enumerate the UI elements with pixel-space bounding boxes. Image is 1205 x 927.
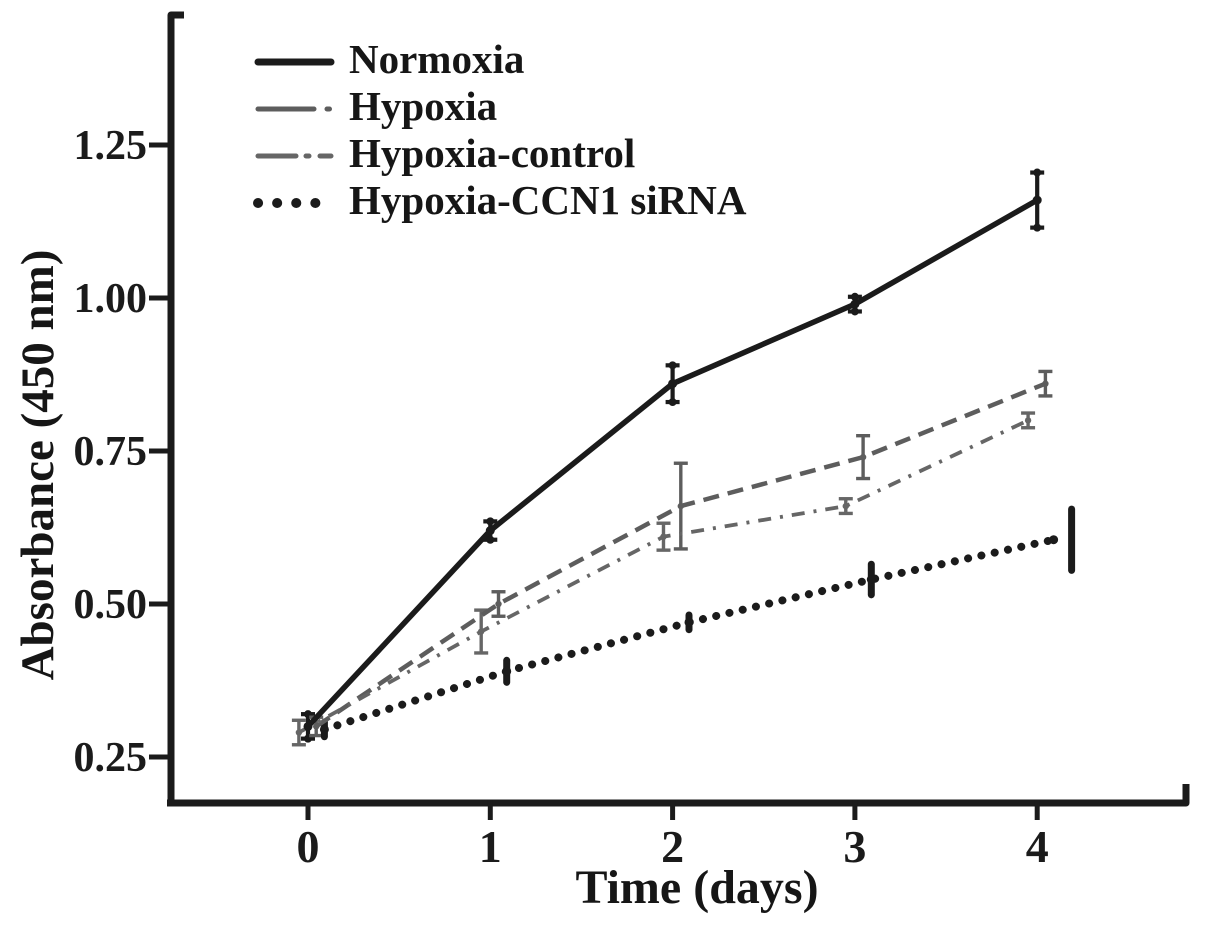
legend-item-hypoxia-ccn1-sirna: Hypoxia-CCN1 siRNA [253, 179, 747, 226]
y-axis-line [167, 11, 184, 805]
x-tick-label: 1 [479, 821, 502, 872]
data-point [485, 526, 495, 536]
x-axis-title: Time (days) [575, 861, 819, 914]
y-tick-label: 1.00 [74, 276, 148, 322]
series-line-hypoxia [314, 381, 1047, 729]
data-point [660, 533, 667, 540]
error-bar-end-dot [668, 398, 677, 407]
series-line-hypoxia-ccn1-sirna [320, 535, 1058, 734]
data-point [1032, 195, 1042, 205]
data-point [866, 575, 876, 585]
y-tick-label: 1.25 [74, 123, 148, 169]
x-tick-label: 0 [297, 821, 320, 872]
series-line-normoxia [305, 197, 1040, 730]
legend-label: Hypoxia-CCN1 siRNA [349, 177, 747, 223]
legend-label: Normoxia [349, 36, 525, 82]
error-bar-end-dot [486, 535, 495, 544]
series-line-hypoxia-control [297, 418, 1029, 735]
x-tick-label: 4 [1026, 821, 1049, 872]
data-point [677, 502, 685, 510]
data-point [319, 724, 329, 734]
y-tick-label: 0.25 [74, 735, 148, 781]
data-point [303, 721, 313, 731]
y-tick-label: 0.75 [74, 429, 148, 475]
legend-line-sample-dash-dot [255, 153, 334, 158]
x-axis-line [167, 784, 1190, 807]
legend-label: Hypoxia [349, 83, 498, 129]
legend-item-normoxia: Normoxia [253, 38, 747, 85]
data-point [477, 628, 485, 635]
data-point [502, 666, 512, 676]
legend-line-sample-dashed [255, 106, 334, 111]
data-point [842, 502, 849, 510]
data-point [684, 617, 694, 627]
data-point [668, 379, 678, 389]
data-point [850, 299, 860, 309]
data-point [313, 723, 320, 730]
y-tick-label: 0.50 [74, 582, 148, 628]
data-point [1049, 535, 1059, 545]
data-point [859, 453, 867, 461]
legend-item-hypoxia: Hypoxia [253, 85, 747, 132]
x-tick-label: 3 [843, 821, 866, 872]
error-bar-end-dot [850, 292, 859, 301]
legend-line-sample-solid [254, 58, 335, 65]
data-point [1042, 380, 1049, 387]
error-bar-end-dot [1033, 223, 1042, 232]
error-bar-end-dot [668, 361, 677, 370]
error-bar-end-dot [1033, 168, 1042, 177]
error-bar-end-dot [850, 307, 859, 316]
data-point [495, 600, 502, 608]
x-tick-label: 2 [661, 821, 684, 872]
legend-label: Hypoxia-control [349, 130, 636, 176]
legend-line-sample-dotted [253, 197, 335, 208]
data-point [295, 729, 303, 736]
data-point [1024, 417, 1032, 424]
legend: Normoxia Hypoxia Hypoxia-control Hypoxia… [253, 38, 747, 226]
y-axis-title: Absorbance (450 nm) [12, 249, 64, 681]
legend-item-hypoxia-control: Hypoxia-control [253, 132, 747, 179]
error-bar-end-dot [486, 517, 495, 526]
